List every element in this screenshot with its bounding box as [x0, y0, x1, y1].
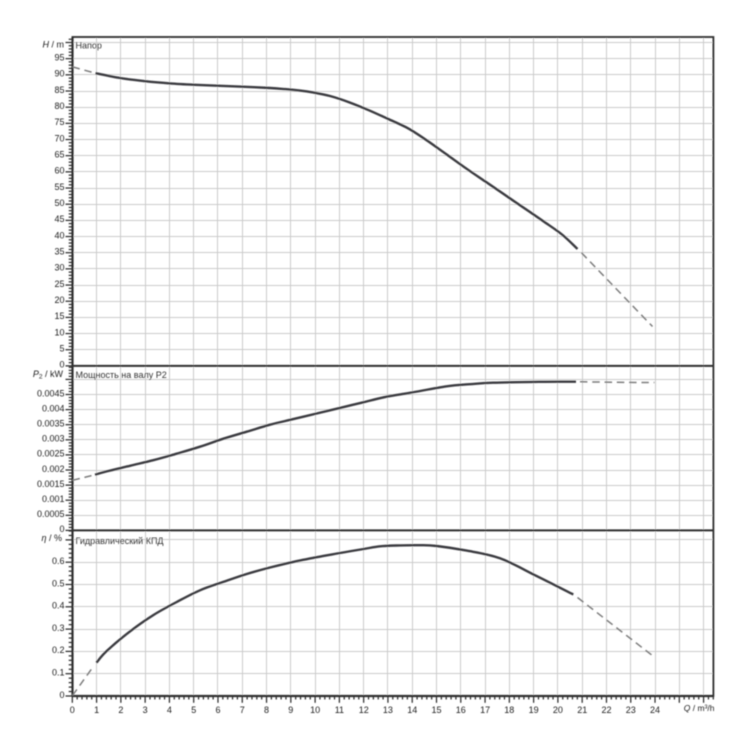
svg-text:5: 5	[59, 344, 64, 354]
svg-text:0.004: 0.004	[42, 403, 65, 413]
svg-text:0: 0	[59, 690, 64, 700]
svg-text:0: 0	[59, 524, 64, 534]
svg-text:95: 95	[54, 53, 64, 63]
svg-text:0.0045: 0.0045	[37, 388, 65, 398]
svg-text:55: 55	[54, 182, 64, 192]
svg-text:0: 0	[59, 360, 64, 370]
svg-text:21: 21	[577, 705, 587, 715]
svg-text:11: 11	[335, 705, 344, 715]
svg-text:0.4: 0.4	[52, 601, 65, 611]
svg-text:24: 24	[650, 705, 660, 715]
svg-text:Гидравлический КПД: Гидравлический КПД	[76, 536, 164, 546]
svg-text:0.6: 0.6	[52, 556, 65, 566]
svg-text:Q / m³/h: Q / m³/h	[684, 703, 715, 713]
svg-text:65: 65	[54, 150, 64, 160]
svg-text:0.0015: 0.0015	[37, 479, 65, 489]
svg-text:Напор: Напор	[76, 41, 102, 51]
svg-text:0.002: 0.002	[42, 464, 65, 474]
svg-text:14: 14	[407, 705, 417, 715]
svg-text:4: 4	[167, 705, 172, 715]
svg-text:0.1: 0.1	[52, 668, 65, 678]
svg-text:0: 0	[70, 705, 75, 715]
svg-text:20: 20	[553, 705, 563, 715]
svg-text:0.003: 0.003	[42, 434, 65, 444]
svg-text:Мощность на валу P2: Мощность на валу P2	[76, 370, 167, 380]
svg-text:6: 6	[215, 705, 220, 715]
svg-text:0.001: 0.001	[42, 494, 65, 504]
svg-text:15: 15	[54, 311, 64, 321]
svg-text:18: 18	[504, 705, 514, 715]
svg-text:35: 35	[54, 247, 64, 257]
svg-text:60: 60	[54, 166, 64, 176]
svg-text:12: 12	[359, 705, 369, 715]
svg-text:0.0035: 0.0035	[37, 419, 65, 429]
svg-text:0.5: 0.5	[52, 578, 65, 588]
svg-text:85: 85	[54, 85, 64, 95]
svg-text:3: 3	[143, 705, 148, 715]
svg-text:16: 16	[456, 705, 466, 715]
svg-text:45: 45	[54, 214, 64, 224]
svg-text:25: 25	[54, 279, 64, 289]
svg-text:0.0025: 0.0025	[37, 449, 65, 459]
svg-text:15: 15	[431, 705, 441, 715]
svg-text:10: 10	[310, 705, 320, 715]
svg-text:8: 8	[264, 705, 269, 715]
svg-text:23: 23	[626, 705, 636, 715]
svg-text:80: 80	[54, 101, 64, 111]
svg-text:2: 2	[118, 705, 123, 715]
svg-text:9: 9	[288, 705, 293, 715]
svg-text:η / %: η / %	[41, 533, 62, 543]
svg-text:17: 17	[480, 705, 490, 715]
svg-text:30: 30	[54, 263, 64, 273]
svg-text:19: 19	[529, 705, 539, 715]
svg-text:0.2: 0.2	[52, 645, 65, 655]
svg-text:90: 90	[54, 69, 64, 79]
svg-text:H / m: H / m	[43, 40, 65, 50]
svg-text:5: 5	[191, 705, 196, 715]
svg-text:13: 13	[383, 705, 393, 715]
svg-text:0.3: 0.3	[52, 623, 65, 633]
svg-text:70: 70	[54, 133, 64, 143]
svg-text:50: 50	[54, 198, 64, 208]
svg-text:22: 22	[601, 705, 611, 715]
svg-text:75: 75	[54, 117, 64, 127]
svg-text:10: 10	[54, 327, 64, 337]
svg-text:0.0005: 0.0005	[37, 509, 65, 519]
svg-text:40: 40	[54, 230, 64, 240]
svg-text:1: 1	[94, 705, 99, 715]
svg-text:P2 / kW: P2 / kW	[33, 369, 64, 381]
svg-text:7: 7	[240, 705, 245, 715]
svg-text:20: 20	[54, 295, 64, 305]
